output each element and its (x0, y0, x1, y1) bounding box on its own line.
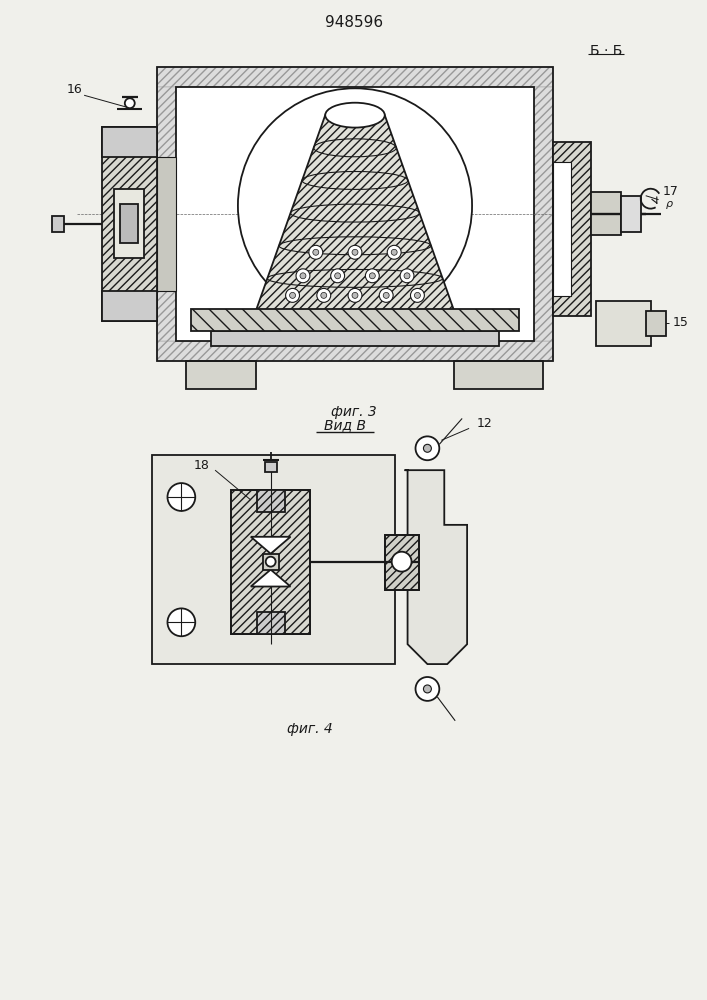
Bar (257, 612, 284, 634)
Bar (534, 87, 554, 341)
Bar (263, 554, 279, 570)
Bar (177, 87, 534, 341)
Circle shape (392, 552, 411, 572)
Bar (596, 301, 650, 346)
Circle shape (266, 557, 276, 567)
Bar (156, 157, 177, 291)
Text: 15: 15 (672, 316, 689, 329)
Circle shape (300, 273, 306, 279)
Circle shape (290, 292, 296, 298)
Circle shape (400, 269, 414, 283)
Circle shape (348, 245, 362, 259)
Circle shape (414, 292, 421, 298)
Bar (211, 331, 499, 346)
Text: 17: 17 (662, 185, 679, 198)
Circle shape (348, 288, 362, 302)
Bar (156, 87, 177, 341)
Bar (554, 142, 591, 316)
Circle shape (238, 88, 472, 323)
Circle shape (423, 685, 431, 693)
Circle shape (391, 249, 397, 255)
Circle shape (331, 269, 344, 283)
Circle shape (312, 249, 319, 255)
Text: 948596: 948596 (325, 15, 383, 30)
Circle shape (286, 288, 300, 302)
Polygon shape (404, 470, 467, 664)
Bar (645, 311, 665, 336)
Text: 19: 19 (448, 556, 463, 569)
Circle shape (416, 436, 439, 460)
Bar (151, 455, 395, 664)
Circle shape (366, 269, 379, 283)
Circle shape (168, 483, 195, 511)
Text: 18: 18 (193, 459, 209, 472)
Circle shape (321, 292, 327, 298)
Bar (156, 341, 554, 361)
Bar (102, 291, 156, 321)
Text: 16: 16 (66, 83, 82, 96)
Bar (385, 535, 419, 589)
Bar (52, 216, 64, 232)
Bar (120, 204, 138, 243)
Text: фиг. 3: фиг. 3 (331, 405, 377, 419)
Bar (257, 490, 284, 512)
Circle shape (352, 249, 358, 255)
Polygon shape (256, 115, 454, 311)
Bar (231, 490, 310, 634)
Text: Вид В: Вид В (324, 418, 366, 432)
Circle shape (404, 273, 410, 279)
Bar (192, 309, 519, 331)
Bar (156, 67, 554, 361)
Circle shape (416, 677, 439, 701)
Bar (114, 189, 144, 258)
Ellipse shape (325, 103, 385, 128)
Circle shape (379, 288, 393, 302)
Circle shape (383, 292, 389, 298)
Polygon shape (251, 537, 291, 554)
Bar (231, 490, 310, 634)
Circle shape (369, 273, 375, 279)
Bar (591, 192, 621, 235)
Circle shape (125, 98, 135, 108)
Circle shape (423, 444, 431, 452)
Circle shape (317, 288, 331, 302)
Circle shape (309, 245, 322, 259)
Text: ρ: ρ (665, 199, 672, 209)
Bar (621, 196, 641, 232)
Circle shape (296, 269, 310, 283)
Polygon shape (251, 570, 291, 587)
Bar (187, 361, 256, 389)
Bar (102, 127, 156, 157)
Text: 12: 12 (477, 417, 493, 430)
Bar (102, 127, 156, 321)
Bar (156, 67, 554, 87)
Circle shape (334, 273, 341, 279)
Bar (554, 162, 571, 296)
Circle shape (352, 292, 358, 298)
Circle shape (411, 288, 424, 302)
Circle shape (387, 245, 401, 259)
Text: Б · Б: Б · Б (590, 44, 622, 58)
Circle shape (168, 608, 195, 636)
Bar (454, 361, 544, 389)
Text: фиг. 4: фиг. 4 (288, 722, 333, 736)
Bar (385, 535, 419, 589)
Bar (264, 462, 276, 472)
